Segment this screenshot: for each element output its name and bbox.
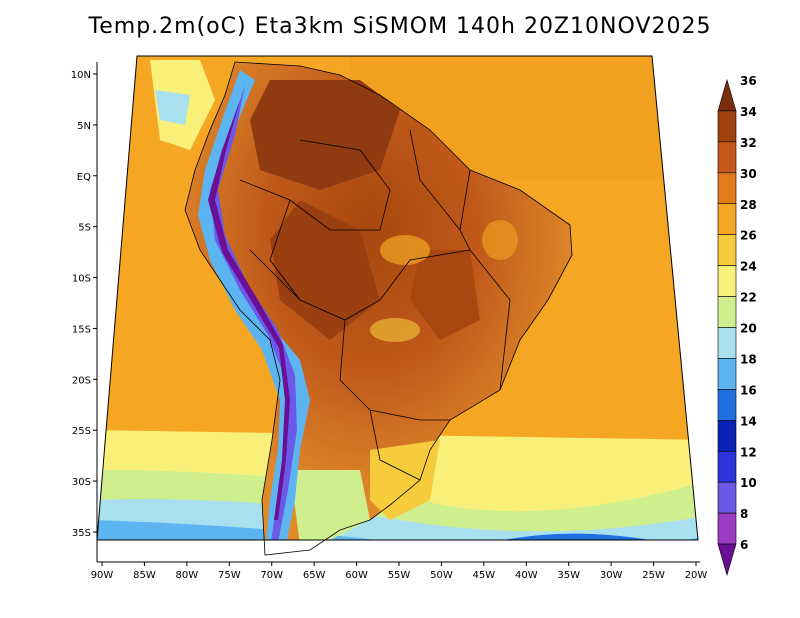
colorbar-label: 20 [740,322,757,336]
lat-label: 10S [72,274,91,285]
latitude-labels: 10N 5N EQ 5S 10S 15S 20S 25S 30S 35S [71,70,97,539]
map-domain [97,56,698,540]
hot-patch-central [270,200,380,340]
lon-label: 60W [345,570,368,581]
lat-label: 5S [78,223,91,234]
lat-label: 20S [72,375,91,386]
hot-patch-east [410,250,480,340]
lon-label: 65W [303,570,326,581]
colorbar-label: 28 [740,198,757,212]
colorbar-label: 6 [740,538,748,552]
colorbar-swatch [717,543,737,577]
band-20 [97,499,698,540]
longitude-labels: 90W 85W 80W 75W 70W 65W 60W 55W 50W 45W 40W 35W 30W 2… [91,562,708,581]
colorbar-swatch [717,512,737,545]
lat-label: 5N [77,121,91,132]
colorbar-swatch [717,172,737,205]
colorbar-label: 24 [740,260,757,274]
light-patch-1 [380,235,430,265]
lon-label: 85W [133,570,156,581]
lon-label: 20W [685,570,708,581]
lon-label: 30W [600,570,623,581]
light-patch-2 [370,318,420,342]
lon-label: 55W [388,570,411,581]
colorbar-swatch [717,265,737,297]
colorbar-swatch [717,481,737,514]
colorbar-label: 36 [740,74,757,88]
colorbar-swatch [717,420,737,452]
colorbar-swatch [717,141,737,174]
lat-label: 10N [71,70,91,81]
lon-label: 25W [642,570,665,581]
colorbar-label: 30 [740,167,757,181]
colorbar-label: 8 [740,507,748,521]
colorbar-label: 22 [740,291,757,305]
lat-label: 30S [72,477,91,488]
colorbar-label: 14 [740,414,757,428]
lat-label: 35S [72,528,91,539]
colorbar-swatch [717,450,737,483]
colorbar-label: 32 [740,136,757,150]
domain-border [96,55,699,541]
colorbar-label: 18 [740,352,757,366]
colorbar-swatch [717,358,737,390]
colorbar: 36 34 32 30 28 26 24 22 20 18 16 14 12 10 8 6 [717,74,757,577]
south-brazil [370,440,440,520]
lat-label: 25S [72,426,91,437]
colorbar-label: 10 [740,476,757,490]
map-title: Temp.2m(oC) Eta3km SiSMOM 140h 20Z10NOV2… [88,14,712,39]
andes-peaks [208,100,290,520]
light-patch-3 [482,220,518,260]
colorbar-label: 26 [740,229,757,243]
hot-patch-north [250,80,400,190]
colorbar-swatch [717,327,737,359]
colorbar-swatch [717,296,737,328]
lon-label: 50W [430,570,453,581]
colorbar-label: 34 [740,105,757,119]
lat-label: 15S [72,324,91,335]
lon-label: 80W [176,570,199,581]
band-18 [97,520,698,540]
colorbar-swatch [717,234,737,266]
colorbar-swatch [717,110,737,143]
colorbar-label: 12 [740,445,757,459]
lat-label: EQ [77,172,91,183]
pacific-cold [155,90,190,125]
lon-label: 75W [218,570,241,581]
colorbar-swatch [717,203,737,235]
country-borders [184,61,573,556]
lon-label: 45W [473,570,496,581]
colorbar-swatch [717,78,737,112]
lon-label: 40W [515,570,538,581]
lon-label: 90W [91,570,114,581]
colorbar-label: 16 [740,383,757,397]
lon-label: 35W [557,570,580,581]
lon-label: 70W [260,570,283,581]
colorbar-swatch [717,389,737,421]
